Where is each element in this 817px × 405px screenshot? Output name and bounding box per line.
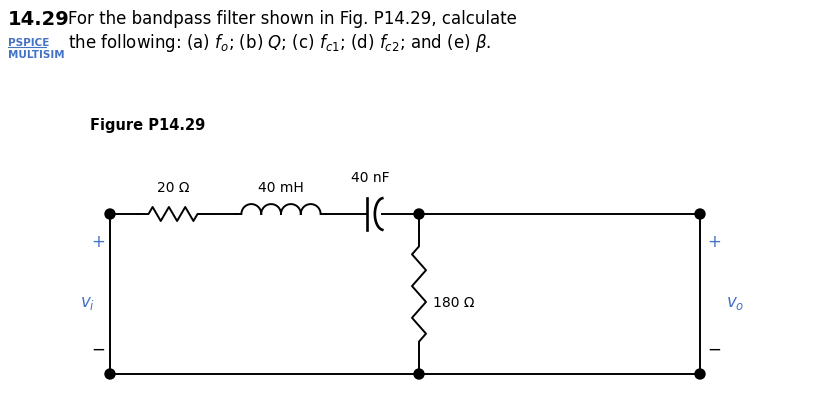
Text: −: − (91, 340, 105, 358)
Text: $v_o$: $v_o$ (725, 293, 744, 311)
Text: For the bandpass filter shown in Fig. P14.29, calculate: For the bandpass filter shown in Fig. P1… (68, 10, 517, 28)
Text: 14.29: 14.29 (8, 10, 69, 29)
Text: 180 Ω: 180 Ω (433, 295, 475, 309)
Text: +: + (91, 232, 105, 250)
Circle shape (105, 209, 115, 220)
Text: PSPICE: PSPICE (8, 38, 49, 48)
Text: −: − (707, 340, 721, 358)
Text: the following: (a) $f_o$; (b) $Q$; (c) $f_{c1}$; (d) $f_{c2}$; and (e) $\beta$.: the following: (a) $f_o$; (b) $Q$; (c) $… (68, 32, 491, 54)
Circle shape (695, 369, 705, 379)
Circle shape (105, 369, 115, 379)
Circle shape (695, 209, 705, 220)
Text: 20 Ω: 20 Ω (157, 181, 190, 194)
Text: $v_i$: $v_i$ (81, 293, 96, 311)
Circle shape (414, 369, 424, 379)
Text: Figure P14.29: Figure P14.29 (90, 118, 205, 133)
Text: MULTISIM: MULTISIM (8, 50, 65, 60)
Text: 40 nF: 40 nF (351, 171, 390, 185)
Circle shape (414, 209, 424, 220)
Text: 40 mH: 40 mH (258, 181, 304, 194)
Text: +: + (707, 232, 721, 250)
